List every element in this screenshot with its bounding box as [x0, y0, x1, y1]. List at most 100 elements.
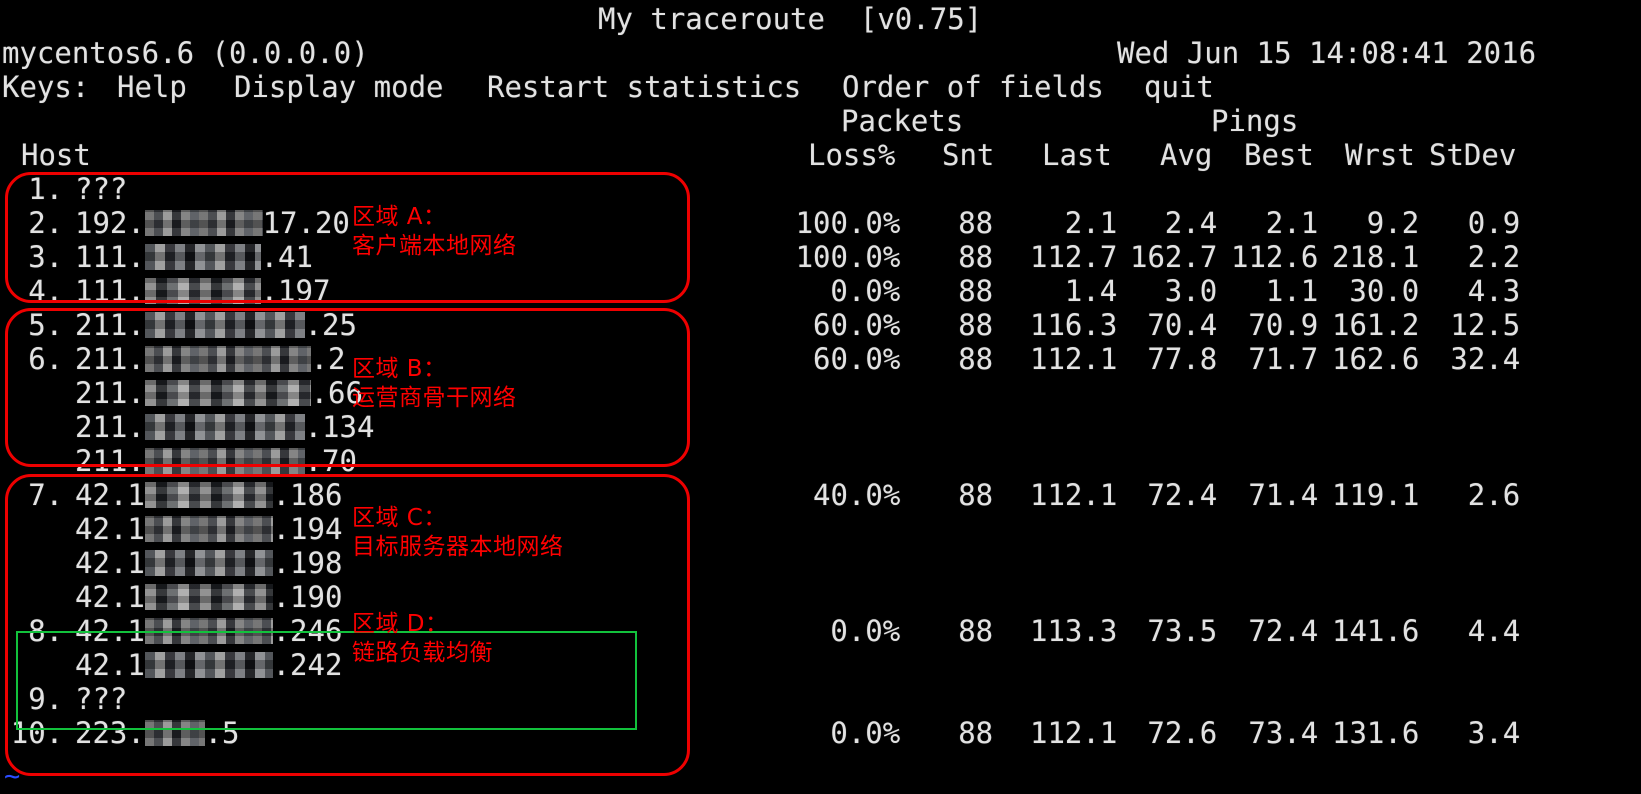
hop-wrst-value: 30.0	[1349, 274, 1420, 308]
hop-wrst-value: 131.6	[1332, 716, 1420, 750]
hop-host-prefix: 42.1	[75, 478, 145, 512]
hop-loss-value: 60.0%	[813, 342, 901, 376]
hop-host-suffix: .198	[272, 546, 343, 580]
hop-host-prefix: 42.1	[75, 546, 145, 580]
redacted-ip-segment	[144, 448, 305, 474]
column-header-best: Best	[1244, 138, 1314, 172]
hop-last-value: 112.1	[1030, 342, 1118, 376]
timestamp: Wed Jun 15 14:08:41 2016	[1117, 36, 1537, 70]
hop-host-suffix: .134	[304, 410, 375, 444]
hop-host-prefix: 42.1	[75, 512, 145, 546]
annotation-label-c: 区域 C： 目标服务器本地网络	[352, 504, 564, 562]
hop-host-prefix: 223.	[75, 716, 145, 750]
hop-avg-value: 3.0	[1164, 274, 1218, 308]
hop-index: 8.	[28, 614, 64, 648]
hop-best-value: 72.4	[1248, 614, 1319, 648]
hop-host-prefix: ???	[75, 682, 128, 716]
menu-item-quit[interactable]: quit	[1144, 70, 1214, 104]
menu-item-help[interactable]: Help	[117, 70, 187, 104]
column-header-avg: Avg	[1160, 138, 1213, 172]
hop-host-suffix: .2	[310, 342, 346, 376]
annotation-label-d: 区域 D： 链路负载均衡	[352, 610, 493, 668]
hop-last-value: 2.1	[1064, 206, 1118, 240]
hop-host-suffix: .194	[272, 512, 343, 546]
hop-snt-value: 88	[958, 274, 994, 308]
hop-index: 6.	[28, 342, 64, 376]
column-header-snt: Snt	[942, 138, 995, 172]
hop-best-value: 70.9	[1248, 308, 1319, 342]
hop-snt-value: 88	[958, 614, 994, 648]
annotation-title-d: 区域 D：	[352, 611, 449, 637]
hop-host-suffix: 17.20	[262, 206, 350, 240]
hop-stdev-value: 3.4	[1467, 716, 1521, 750]
hop-stdev-value: 2.2	[1467, 240, 1521, 274]
hop-last-value: 113.3	[1030, 614, 1118, 648]
menu-item-order-of-fields[interactable]: Order of fields	[842, 70, 1104, 104]
hop-host-prefix: 211.	[75, 376, 145, 410]
hop-snt-value: 88	[958, 716, 994, 750]
hop-host-suffix: .197	[260, 274, 331, 308]
hop-host-prefix: 211.	[75, 308, 145, 342]
hop-wrst-value: 119.1	[1332, 478, 1420, 512]
hop-snt-value: 88	[958, 478, 994, 512]
hop-host-suffix: .190	[272, 580, 343, 614]
menu-item-restart-statistics[interactable]: Restart statistics	[487, 70, 802, 104]
group-header-packets: Packets	[841, 104, 964, 138]
redacted-ip-segment	[144, 618, 273, 644]
annotation-title-a: 区域 A：	[352, 204, 447, 230]
hop-index: 2.	[28, 206, 64, 240]
hop-index: 3.	[28, 240, 64, 274]
redacted-ip-segment	[144, 346, 311, 372]
redacted-ip-segment	[144, 584, 273, 610]
hop-host-prefix: 42.1	[75, 614, 145, 648]
hop-stdev-value: 32.4	[1450, 342, 1521, 376]
hop-host-prefix: 211.	[75, 410, 145, 444]
hop-loss-value: 100.0%	[795, 206, 901, 240]
hop-loss-value: 0.0%	[830, 274, 901, 308]
hop-host-prefix: 111.	[75, 274, 145, 308]
hop-loss-value: 0.0%	[830, 614, 901, 648]
hop-stdev-value: 4.4	[1467, 614, 1521, 648]
hop-host-prefix: 192.	[75, 206, 145, 240]
hop-best-value: 2.1	[1265, 206, 1319, 240]
hop-host-suffix: .5	[204, 716, 240, 750]
hop-snt-value: 88	[958, 342, 994, 376]
redacted-ip-segment	[144, 312, 305, 338]
hop-index: 7.	[28, 478, 64, 512]
hop-host-suffix: .66	[310, 376, 363, 410]
hop-avg-value: 162.7	[1130, 240, 1218, 274]
hop-host-suffix: .70	[304, 444, 357, 478]
hop-loss-value: 100.0%	[795, 240, 901, 274]
hop-last-value: 1.4	[1064, 274, 1118, 308]
redacted-ip-segment	[144, 414, 305, 440]
local-host-line: mycentos6.6 (0.0.0.0)	[2, 36, 369, 70]
hop-index: 1.	[28, 172, 64, 206]
keys-label: Keys:	[2, 70, 90, 104]
hop-index: 10.	[10, 716, 64, 750]
hop-best-value: 112.6	[1231, 240, 1319, 274]
hop-host-suffix: .246	[272, 614, 343, 648]
hop-stdev-value: 0.9	[1467, 206, 1521, 240]
annotation-subtitle-d: 链路负载均衡	[352, 640, 493, 666]
hop-last-value: 112.7	[1030, 240, 1118, 274]
redacted-ip-segment	[144, 210, 263, 236]
hop-stdev-value: 12.5	[1450, 308, 1521, 342]
menu-item-display-mode[interactable]: Display mode	[234, 70, 444, 104]
hop-snt-value: 88	[958, 308, 994, 342]
hop-wrst-value: 162.6	[1332, 342, 1420, 376]
column-header-stdev: StDev	[1429, 138, 1517, 172]
hop-host-prefix: 111.	[75, 240, 145, 274]
hop-avg-value: 70.4	[1147, 308, 1218, 342]
hop-host-prefix: 211.	[75, 444, 145, 478]
hop-snt-value: 88	[958, 206, 994, 240]
hop-best-value: 73.4	[1248, 716, 1319, 750]
hop-stdev-value: 2.6	[1467, 478, 1521, 512]
hop-snt-value: 88	[958, 240, 994, 274]
redacted-ip-segment	[144, 550, 273, 576]
redacted-ip-segment	[144, 482, 273, 508]
hop-best-value: 71.7	[1248, 342, 1319, 376]
redacted-ip-segment	[144, 278, 261, 304]
column-header-last: Last	[1042, 138, 1112, 172]
